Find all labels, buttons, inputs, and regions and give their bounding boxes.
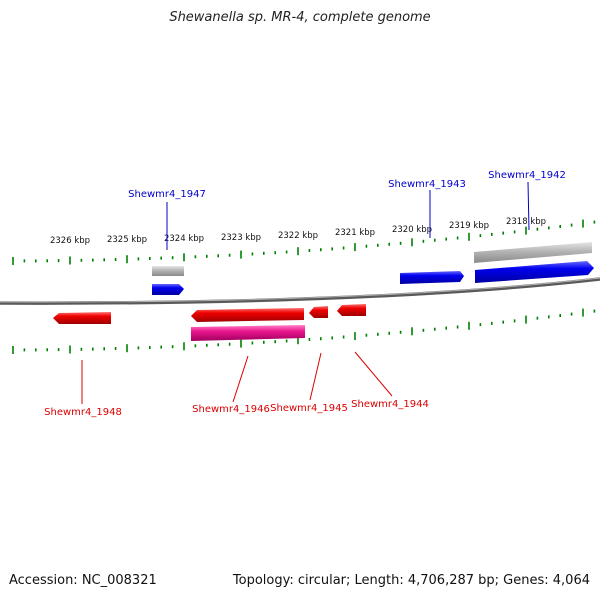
leader-line-1942 xyxy=(527,181,530,231)
plus-strand-features xyxy=(152,242,594,295)
scale-label: 2321 kbp xyxy=(335,228,375,238)
genome-backbone xyxy=(0,277,600,305)
gene-label-shewmr4-1942[interactable]: Shewmr4_1942 xyxy=(488,170,566,181)
gene-label-shewmr4-1948[interactable]: Shewmr4_1948 xyxy=(44,407,122,418)
scale-label: 2319 kbp xyxy=(449,221,489,231)
pseudo-feature[interactable] xyxy=(474,242,592,263)
lower-tick-row xyxy=(12,308,596,354)
scale-label: 2325 kbp xyxy=(107,235,147,245)
accession-text: Accession: NC_008321 xyxy=(9,573,157,588)
gene-labels: Shewmr4_1947 Shewmr4_1943 Shewmr4_1942 S… xyxy=(44,170,566,418)
scale-label: 2324 kbp xyxy=(164,234,204,244)
leader-lines xyxy=(81,181,530,404)
gene-shewmr4-1944[interactable] xyxy=(337,304,366,316)
leader-line-1945 xyxy=(309,352,322,401)
genome-summary-text: Topology: circular; Length: 4,706,287 bp… xyxy=(232,573,590,588)
scale-label: 2318 kbp xyxy=(506,217,546,227)
gene-shewmr4-1948[interactable] xyxy=(53,312,111,324)
scale-label: 2326 kbp xyxy=(50,236,90,246)
scale-label: 2320 kbp xyxy=(392,225,432,235)
leader-line-1944 xyxy=(354,351,393,397)
rna-feature[interactable] xyxy=(191,325,305,341)
minus-strand-features xyxy=(53,304,366,341)
gene-shewmr4-1947[interactable] xyxy=(152,284,184,295)
leader-line-1946 xyxy=(232,355,249,403)
page-title: Shewanella sp. MR-4, complete genome xyxy=(169,10,431,25)
scale-label: 2322 kbp xyxy=(278,231,318,241)
gene-label-shewmr4-1945[interactable]: Shewmr4_1945 xyxy=(270,403,348,414)
pseudo-feature[interactable] xyxy=(152,266,184,276)
gene-shewmr4-1945[interactable] xyxy=(309,306,328,318)
gene-shewmr4-1943[interactable] xyxy=(400,271,464,284)
gene-shewmr4-1946[interactable] xyxy=(191,308,304,322)
gene-shewmr4-1942[interactable] xyxy=(475,261,594,283)
gene-label-shewmr4-1944[interactable]: Shewmr4_1944 xyxy=(351,399,429,410)
scale-label: 2323 kbp xyxy=(221,233,261,243)
gene-label-shewmr4-1947[interactable]: Shewmr4_1947 xyxy=(128,189,206,200)
gene-label-shewmr4-1943[interactable]: Shewmr4_1943 xyxy=(388,179,466,190)
upper-tick-row xyxy=(12,219,596,265)
scale-labels: 2326 kbp 2325 kbp 2324 kbp 2323 kbp 2322… xyxy=(50,217,546,246)
genome-backbone-highlight xyxy=(0,277,600,303)
gene-label-shewmr4-1946[interactable]: Shewmr4_1946 xyxy=(192,404,270,415)
